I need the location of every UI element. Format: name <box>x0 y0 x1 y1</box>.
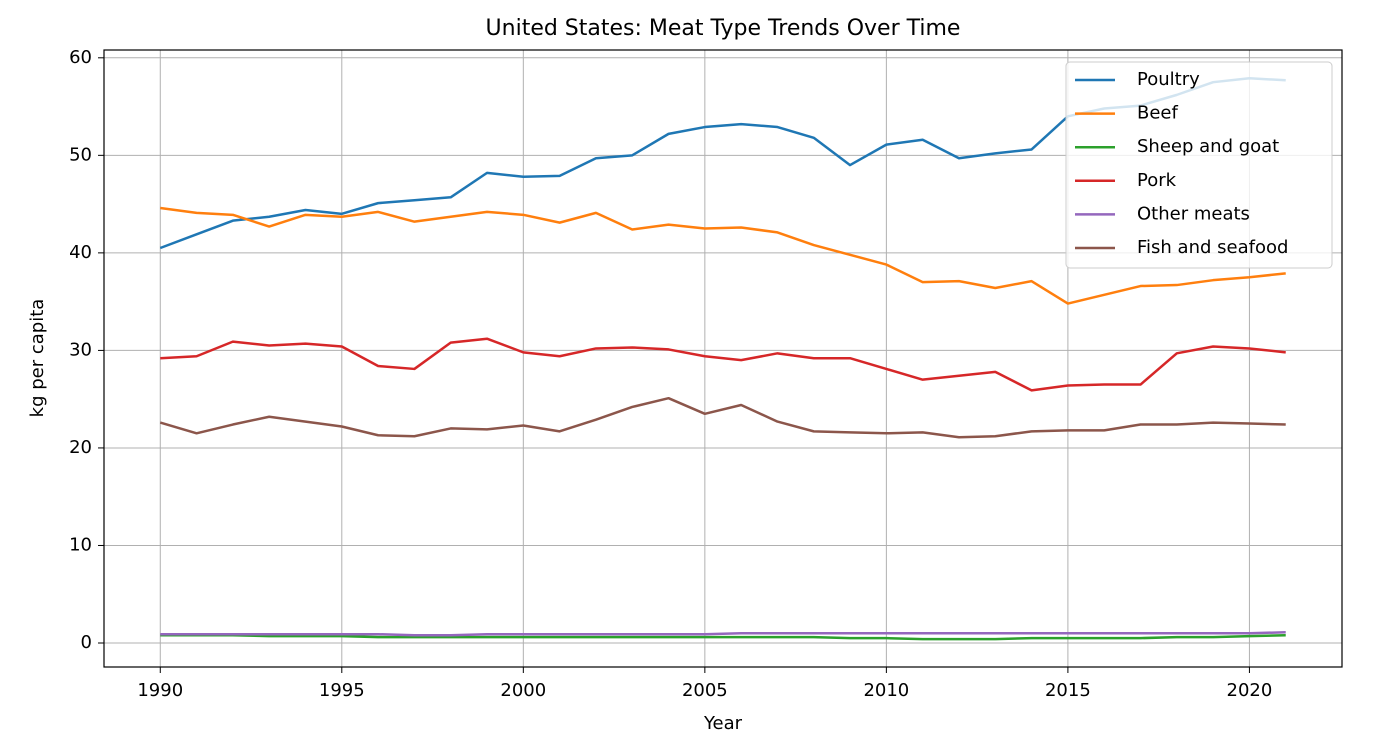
legend-label: Pork <box>1137 170 1177 191</box>
legend-label: Beef <box>1137 103 1178 124</box>
y-tick-label: 30 <box>69 339 92 360</box>
line-series <box>160 337 1286 392</box>
x-tick-label: 1990 <box>137 680 183 701</box>
legend-label: Sheep and goat <box>1137 136 1279 157</box>
x-tick-label: 2015 <box>1045 680 1091 701</box>
legend-label: Fish and seafood <box>1137 237 1288 258</box>
line-series <box>160 206 1286 305</box>
y-tick-label: 20 <box>69 437 92 458</box>
line-series <box>159 396 1286 439</box>
y-axis-label: kg per capita <box>27 299 48 418</box>
legend-label: Poultry <box>1137 69 1200 90</box>
x-tick-label: 2020 <box>1227 680 1273 701</box>
y-tick-label: 60 <box>69 47 92 68</box>
line-series <box>160 633 1286 641</box>
x-tick-label: 2010 <box>863 680 909 701</box>
legend-box <box>1065 61 1333 269</box>
y-tick-label: 50 <box>69 144 92 165</box>
legend-label: Other meats <box>1137 203 1250 224</box>
y-tick-label: 0 <box>81 632 92 653</box>
line-series <box>160 631 1286 637</box>
chart-title: United States: Meat Type Trends Over Tim… <box>486 16 961 41</box>
x-tick-label: 1995 <box>319 680 365 701</box>
y-tick-label: 10 <box>69 534 92 555</box>
y-tick-label: 40 <box>69 242 92 263</box>
x-tick-label: 2000 <box>500 680 546 701</box>
x-axis-label: Year <box>703 713 743 734</box>
x-tick-label: 2005 <box>682 680 728 701</box>
plot-frame <box>103 49 1343 668</box>
